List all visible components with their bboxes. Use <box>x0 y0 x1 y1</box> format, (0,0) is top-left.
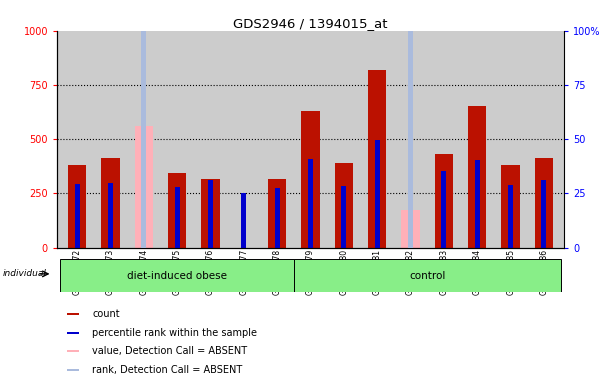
Bar <box>67 331 79 334</box>
Bar <box>201 179 220 248</box>
Bar <box>368 70 386 248</box>
Bar <box>541 180 547 248</box>
Bar <box>141 0 146 248</box>
Bar <box>468 106 487 248</box>
Bar <box>375 140 380 248</box>
Bar <box>74 184 80 248</box>
Bar <box>67 313 79 315</box>
Bar <box>134 126 153 248</box>
Bar <box>241 194 246 248</box>
Bar <box>101 158 119 248</box>
Bar <box>475 160 480 248</box>
Text: control: control <box>409 270 445 281</box>
Bar <box>442 170 446 248</box>
Bar <box>268 179 286 248</box>
Text: count: count <box>92 309 120 319</box>
Bar <box>68 165 86 248</box>
Bar <box>67 369 79 371</box>
Bar <box>535 158 553 248</box>
Text: individual: individual <box>3 270 47 278</box>
Bar <box>502 165 520 248</box>
Text: value, Detection Call = ABSENT: value, Detection Call = ABSENT <box>92 346 248 356</box>
Bar <box>275 188 280 248</box>
Text: percentile rank within the sample: percentile rank within the sample <box>92 328 257 338</box>
Bar <box>435 154 453 248</box>
Bar <box>335 163 353 248</box>
Bar <box>208 180 213 248</box>
Bar <box>168 173 186 248</box>
Bar <box>408 0 413 248</box>
Title: GDS2946 / 1394015_at: GDS2946 / 1394015_at <box>233 17 388 30</box>
Bar <box>401 210 420 248</box>
Bar <box>341 186 346 248</box>
Text: diet-induced obese: diet-induced obese <box>127 270 227 281</box>
Bar <box>294 259 560 292</box>
Bar <box>301 111 320 248</box>
Bar <box>308 159 313 248</box>
Bar <box>108 183 113 248</box>
Bar <box>175 187 179 248</box>
Bar <box>61 259 294 292</box>
Bar <box>508 185 513 248</box>
Bar <box>67 350 79 352</box>
Text: rank, Detection Call = ABSENT: rank, Detection Call = ABSENT <box>92 365 243 375</box>
